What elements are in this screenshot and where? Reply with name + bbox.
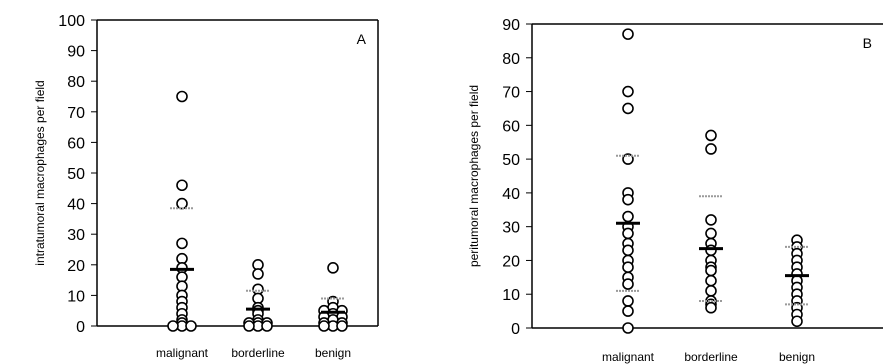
category-label: malignant [156,346,209,360]
data-point [622,85,634,98]
data-point [176,90,188,103]
group-borderline [243,258,273,332]
group-benign [318,262,348,332]
data-point [622,322,634,334]
y-tick-label: 90 [67,44,85,61]
data-point [622,193,634,206]
y-tick-label: 70 [502,85,520,102]
group-malignant [167,90,197,332]
data-point [327,262,339,274]
y-axis-label: intratumoral macrophages per field [33,80,47,265]
y-tick-label: 10 [502,287,520,304]
y-tick-label: 80 [67,74,85,91]
y-tick-label: 90 [502,17,520,34]
data-point [622,305,634,317]
y-tick-label: 30 [67,227,85,244]
y-tick-label: 40 [67,197,85,214]
data-point [705,301,717,314]
group-malignant [616,28,640,334]
data-point [176,197,188,210]
category-label: borderline [231,346,285,360]
data-point [791,315,803,328]
y-axis-label: peritumoral macrophages per field [467,85,481,267]
group-benign [785,234,809,328]
y-tick-label: 0 [511,321,520,338]
data-point [243,320,255,332]
data-point [622,261,634,274]
y-tick-label: 20 [502,253,520,270]
panel-A: 0 10 20 30 40 50 60 70 80 90 100 intratumoral macro… [33,13,379,360]
y-tick-label: 10 [67,288,85,305]
data-point [261,320,273,332]
category-label: benign [315,346,351,360]
data-point [705,227,717,240]
data-point [705,274,717,287]
y-tick-label: 40 [502,186,520,203]
data-point [176,237,188,250]
category-label: malignant [602,350,655,364]
panel-B: 0 10 20 30 40 50 60 70 80 90 peritumoral macrophag… [467,17,883,364]
y-tick-label: 100 [58,13,85,30]
panel-label: A [357,31,367,47]
y-tick-label: 0 [76,319,85,336]
y-tick-label: 30 [502,220,520,237]
y-tick-label: 50 [502,152,520,169]
data-point [176,179,188,192]
data-point [705,244,717,257]
data-point [705,129,717,142]
data-point [705,264,717,277]
data-point [622,28,634,40]
panel-label: B [863,35,872,51]
category-label: borderline [684,350,738,364]
y-tick-label: 80 [502,51,520,68]
data-point [705,285,717,297]
y-tick-label: 70 [67,105,85,122]
data-point [622,227,634,240]
data-point [252,268,264,280]
data-point [622,102,634,115]
data-point [622,244,634,257]
y-tick-label: 60 [67,135,85,152]
data-point [318,320,330,332]
y-tick-label: 60 [502,118,520,135]
data-point [167,320,179,332]
data-point [185,320,197,332]
category-label: benign [779,350,815,364]
data-point [622,278,634,290]
data-point [705,214,717,226]
data-point [622,295,634,307]
group-borderline [699,129,723,314]
data-point [336,320,348,332]
y-tick-label: 20 [67,258,85,275]
data-point [705,143,717,155]
data-point [622,210,634,223]
y-tick-label: 50 [67,166,85,183]
